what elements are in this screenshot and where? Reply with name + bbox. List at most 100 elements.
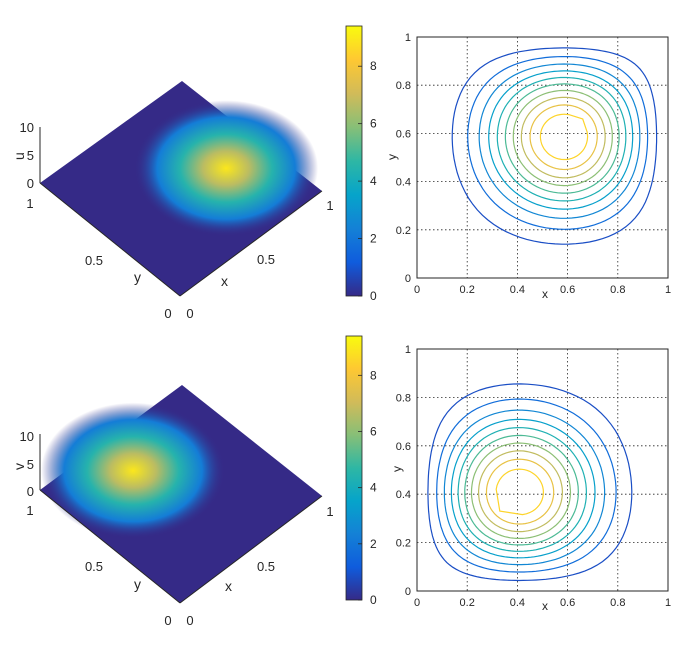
colorbar-tick-label: 0: [370, 289, 377, 303]
x-tick-label: 1: [326, 198, 333, 213]
y-tick-label: 0.8: [396, 392, 411, 404]
plot-area: [416, 36, 669, 279]
contour-line: [478, 63, 641, 219]
y-tick-label: 0.5: [85, 253, 103, 268]
z-axis: 10 5 0 v: [11, 429, 41, 499]
colorbar: 0 2 4 6 8: [345, 25, 377, 303]
x-tick-label: 1: [665, 284, 671, 296]
surface-plot-v: 10 5 0 v 1 0.5 0 y 0 0.5 1 x: [11, 385, 334, 628]
x-tick-label: 0: [414, 284, 420, 296]
contour-line: [470, 442, 572, 540]
x-tick-label: 0.5: [257, 559, 275, 574]
plot-area: [416, 348, 669, 592]
y-axis-label: y: [134, 576, 141, 592]
y-tick-label: 0.6: [396, 128, 411, 140]
z-tick-label: 10: [20, 120, 34, 135]
y-tick-label: 1: [26, 503, 33, 518]
x-tick-label: 0: [186, 613, 193, 628]
y-tick-label: 0.8: [396, 80, 411, 92]
contour-line: [436, 398, 617, 573]
colorbar-gradient: [345, 335, 363, 601]
contour-line: [467, 55, 649, 230]
x-tick-label: 1: [665, 597, 671, 609]
z-tick-label: 10: [20, 429, 34, 444]
y-tick-label: 0.4: [396, 177, 411, 189]
y-axis-label: y: [385, 154, 399, 160]
z-axis-label: u: [11, 152, 27, 160]
contour-line: [457, 426, 588, 552]
colorbar-tick-label: 6: [370, 117, 377, 131]
x-tick-label: 0.4: [510, 284, 525, 296]
contour-line: [539, 113, 589, 161]
contour-line: [485, 458, 555, 525]
y-tick-label: 0: [405, 273, 411, 285]
z-tick-label: 0: [27, 484, 34, 499]
colorbar-tick-label: 6: [370, 424, 377, 438]
x-axis-label: x: [225, 578, 232, 594]
contour-line: [478, 450, 564, 533]
surface-peak-glow: [134, 100, 319, 237]
x-tick-label: 0.8: [610, 597, 625, 609]
x-tick-label: 0.4: [510, 597, 525, 609]
colorbar-tick-label: 4: [370, 174, 377, 188]
colorbar-tick-label: 2: [370, 537, 377, 551]
surface-peak-glow: [41, 402, 226, 539]
surface-plot-u: 10 5 0 u 1 0.5 0 y 0 0.5 1 x: [11, 81, 334, 321]
contour-line: [512, 89, 613, 187]
x-axis-label: x: [542, 599, 548, 613]
colorbar-tick-label: 8: [370, 368, 377, 382]
contour-line: [443, 409, 606, 566]
x-tick-label: 0: [186, 306, 193, 321]
contour-line: [495, 468, 545, 516]
x-axis: 0 0.5 1 x: [179, 495, 334, 628]
y-tick-label: 0: [164, 613, 171, 628]
x-tick-label: 0.6: [560, 597, 575, 609]
contour-line: [488, 70, 634, 210]
colorbar-tick-label: 8: [370, 59, 377, 73]
contour-line: [451, 47, 658, 245]
colorbar-tick-label: 2: [370, 232, 377, 246]
y-tick-label: 0.2: [396, 225, 411, 237]
colorbar-tick-label: 0: [370, 593, 377, 607]
x-tick-label: 0.8: [610, 284, 625, 296]
x-tick-label: 0: [414, 597, 420, 609]
y-tick-label: 0.5: [85, 559, 103, 574]
contour-line: [427, 383, 633, 582]
y-axis-label: y: [390, 466, 404, 472]
y-tick-label: 0.4: [396, 489, 411, 501]
y-tick-label: 0: [164, 306, 171, 321]
colorbar-gradient: [345, 25, 363, 297]
colorbar-tick-label: 4: [370, 481, 377, 495]
x-tick-label: 1: [326, 504, 333, 519]
z-tick-label: 0: [27, 176, 34, 191]
contour-line: [464, 434, 579, 546]
contour-plot-u: 0 0.2 0.4 0.6 0.8 1 0 0.2 0.4 0.6 0.8 1 x y: [385, 32, 671, 301]
contour-line: [496, 76, 627, 202]
y-axis: 1 0.5 0 y: [26, 182, 181, 321]
y-axis: 1 0.5 0 y: [26, 489, 181, 628]
contour-plot-v: 0 0.2 0.4 0.6 0.8 1 0 0.2 0.4 0.6 0.8 1 x y: [390, 344, 671, 613]
contour-line: [450, 418, 596, 559]
colorbar: 0 2 4 6 8: [345, 335, 377, 607]
y-tick-label: 0: [405, 586, 411, 598]
x-axis-label: x: [221, 273, 228, 289]
contour-line: [520, 96, 606, 179]
x-tick-label: 0.6: [560, 284, 575, 296]
contour-line: [504, 83, 620, 194]
y-tick-label: 1: [405, 32, 411, 44]
y-tick-label: 0.2: [396, 538, 411, 550]
z-axis: 10 5 0 u: [11, 120, 41, 191]
z-tick-label: 5: [27, 457, 34, 472]
x-axis-label: x: [542, 287, 548, 301]
x-tick-label: 0.2: [460, 597, 475, 609]
y-axis-label: y: [134, 269, 141, 285]
y-tick-label: 1: [405, 344, 411, 356]
x-tick-label: 0.2: [460, 284, 475, 296]
z-tick-label: 5: [27, 148, 34, 163]
z-axis-label: v: [11, 463, 27, 470]
x-axis: 0 0.5 1 x: [179, 190, 334, 321]
y-tick-label: 0.6: [396, 441, 411, 453]
y-tick-label: 1: [26, 196, 33, 211]
contour-line: [529, 104, 598, 171]
